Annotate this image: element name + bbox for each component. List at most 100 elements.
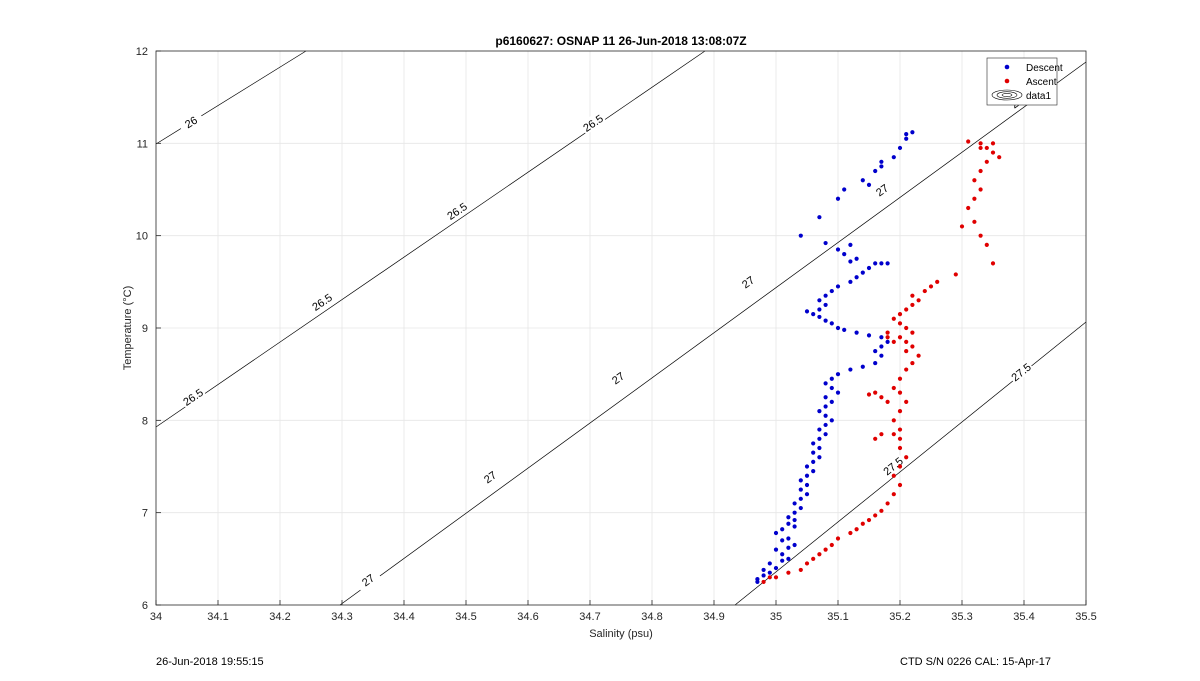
grid-lines [156,51,1086,605]
ascent-point [854,527,859,532]
descent-point [817,427,822,432]
contour-label-bg [177,109,205,134]
ascent-point [972,178,977,183]
descent-point [866,182,872,187]
legend-descent-marker [1004,64,1010,70]
descent-point [811,469,816,474]
footer-timestamp: 26-Jun-2018 19:55:15 [156,656,264,668]
descent-point [835,390,841,395]
contour-label-bg [308,289,336,314]
contour-label-bg [354,567,382,592]
descent-point [780,552,785,557]
ascent-point [897,335,903,340]
ascent-point [935,279,940,284]
descent-point [879,353,884,358]
ascent-point [997,155,1002,160]
descent-point [817,455,822,460]
contour-label-bg [868,177,896,202]
descent-point [773,547,779,552]
descent-point [823,381,828,386]
legend-box [986,57,1058,106]
density-contour-26.5 [155,50,706,428]
descent-point [854,275,859,280]
ascent-point [984,159,989,164]
ascent-point [885,330,890,335]
contour-label-bg [734,269,762,294]
ascent-point [916,298,921,303]
y-tick-label: 10 [136,231,148,243]
descent-point [848,279,853,284]
descent-point [823,422,828,428]
ascent-point [897,376,903,381]
descent-point [885,339,890,344]
descent-point [835,325,841,331]
descent-point [798,496,803,501]
descent-point [804,482,810,488]
ascent-point [910,330,915,335]
contour-label-bg [1007,359,1035,385]
descent-point [792,510,797,515]
contour-label-bg [179,384,207,409]
descent-point [885,261,890,266]
y-tick-label: 8 [142,415,148,427]
descent-point [823,318,828,323]
contour-label-bg [443,198,471,223]
descent-point [860,270,865,275]
ascent-point [835,536,841,541]
descent-point [891,155,896,160]
descent-point [829,321,834,326]
ascent-point [891,492,896,497]
ascent-point [879,508,884,513]
ascent-point [904,307,909,312]
x-tick-label: 34.3 [331,611,352,623]
descent-point [829,399,834,404]
descent-point [804,492,810,497]
descent-point [792,517,797,523]
contour-label-bg [476,464,504,489]
ascent-point [767,575,772,580]
contour-label-bg [604,365,632,390]
x-axis: 34 34.1 34.2 34.3 34.4 34.5 34.6 34.7 34.8 34.9 35… [150,600,1097,623]
ascent-point [966,205,971,211]
ascent-point [916,353,921,358]
y-axis-label: Temperature (°C) [122,286,134,370]
descent-point [817,307,822,312]
x-tick-label: 35.1 [827,611,848,623]
descent-point [804,309,810,314]
ascent-point [848,530,853,536]
ascent-point [897,321,903,326]
descent-point [773,565,779,571]
y-axis: 6 7 8 9 10 11 12 [136,46,161,612]
descent-point [829,385,834,391]
descent-point [873,261,878,266]
descent-point [804,464,810,469]
descent-point [798,505,803,511]
footer-ctd-info: CTD S/N 0226 CAL: 15-Apr-17 [900,656,1052,668]
descent-point [866,333,872,338]
legend: Descent Ascent data1 [986,57,1063,106]
x-tick-label: 35.2 [889,611,910,623]
descent-point [823,302,828,308]
descent-point [817,314,822,320]
ascent-point [966,139,971,144]
ascent-point [959,224,965,229]
ascent-point [873,513,878,518]
descent-point [897,145,903,151]
x-tick-label: 34.7 [579,611,600,623]
ascent-point [910,344,915,349]
descent-point [835,247,841,252]
descent-point [829,376,834,381]
ascent-point [817,552,822,557]
descent-point [792,542,797,548]
density-contour-27 [339,61,1087,606]
y-tick-label: 6 [142,600,148,612]
x-tick-label: 34.1 [207,611,228,623]
descent-point [817,298,822,303]
legend-contour-icon [991,89,1023,101]
y-tick-label: 9 [142,323,148,335]
ascent-point [804,561,810,566]
ascent-point [891,432,896,437]
contour-label: 26 [183,115,200,132]
